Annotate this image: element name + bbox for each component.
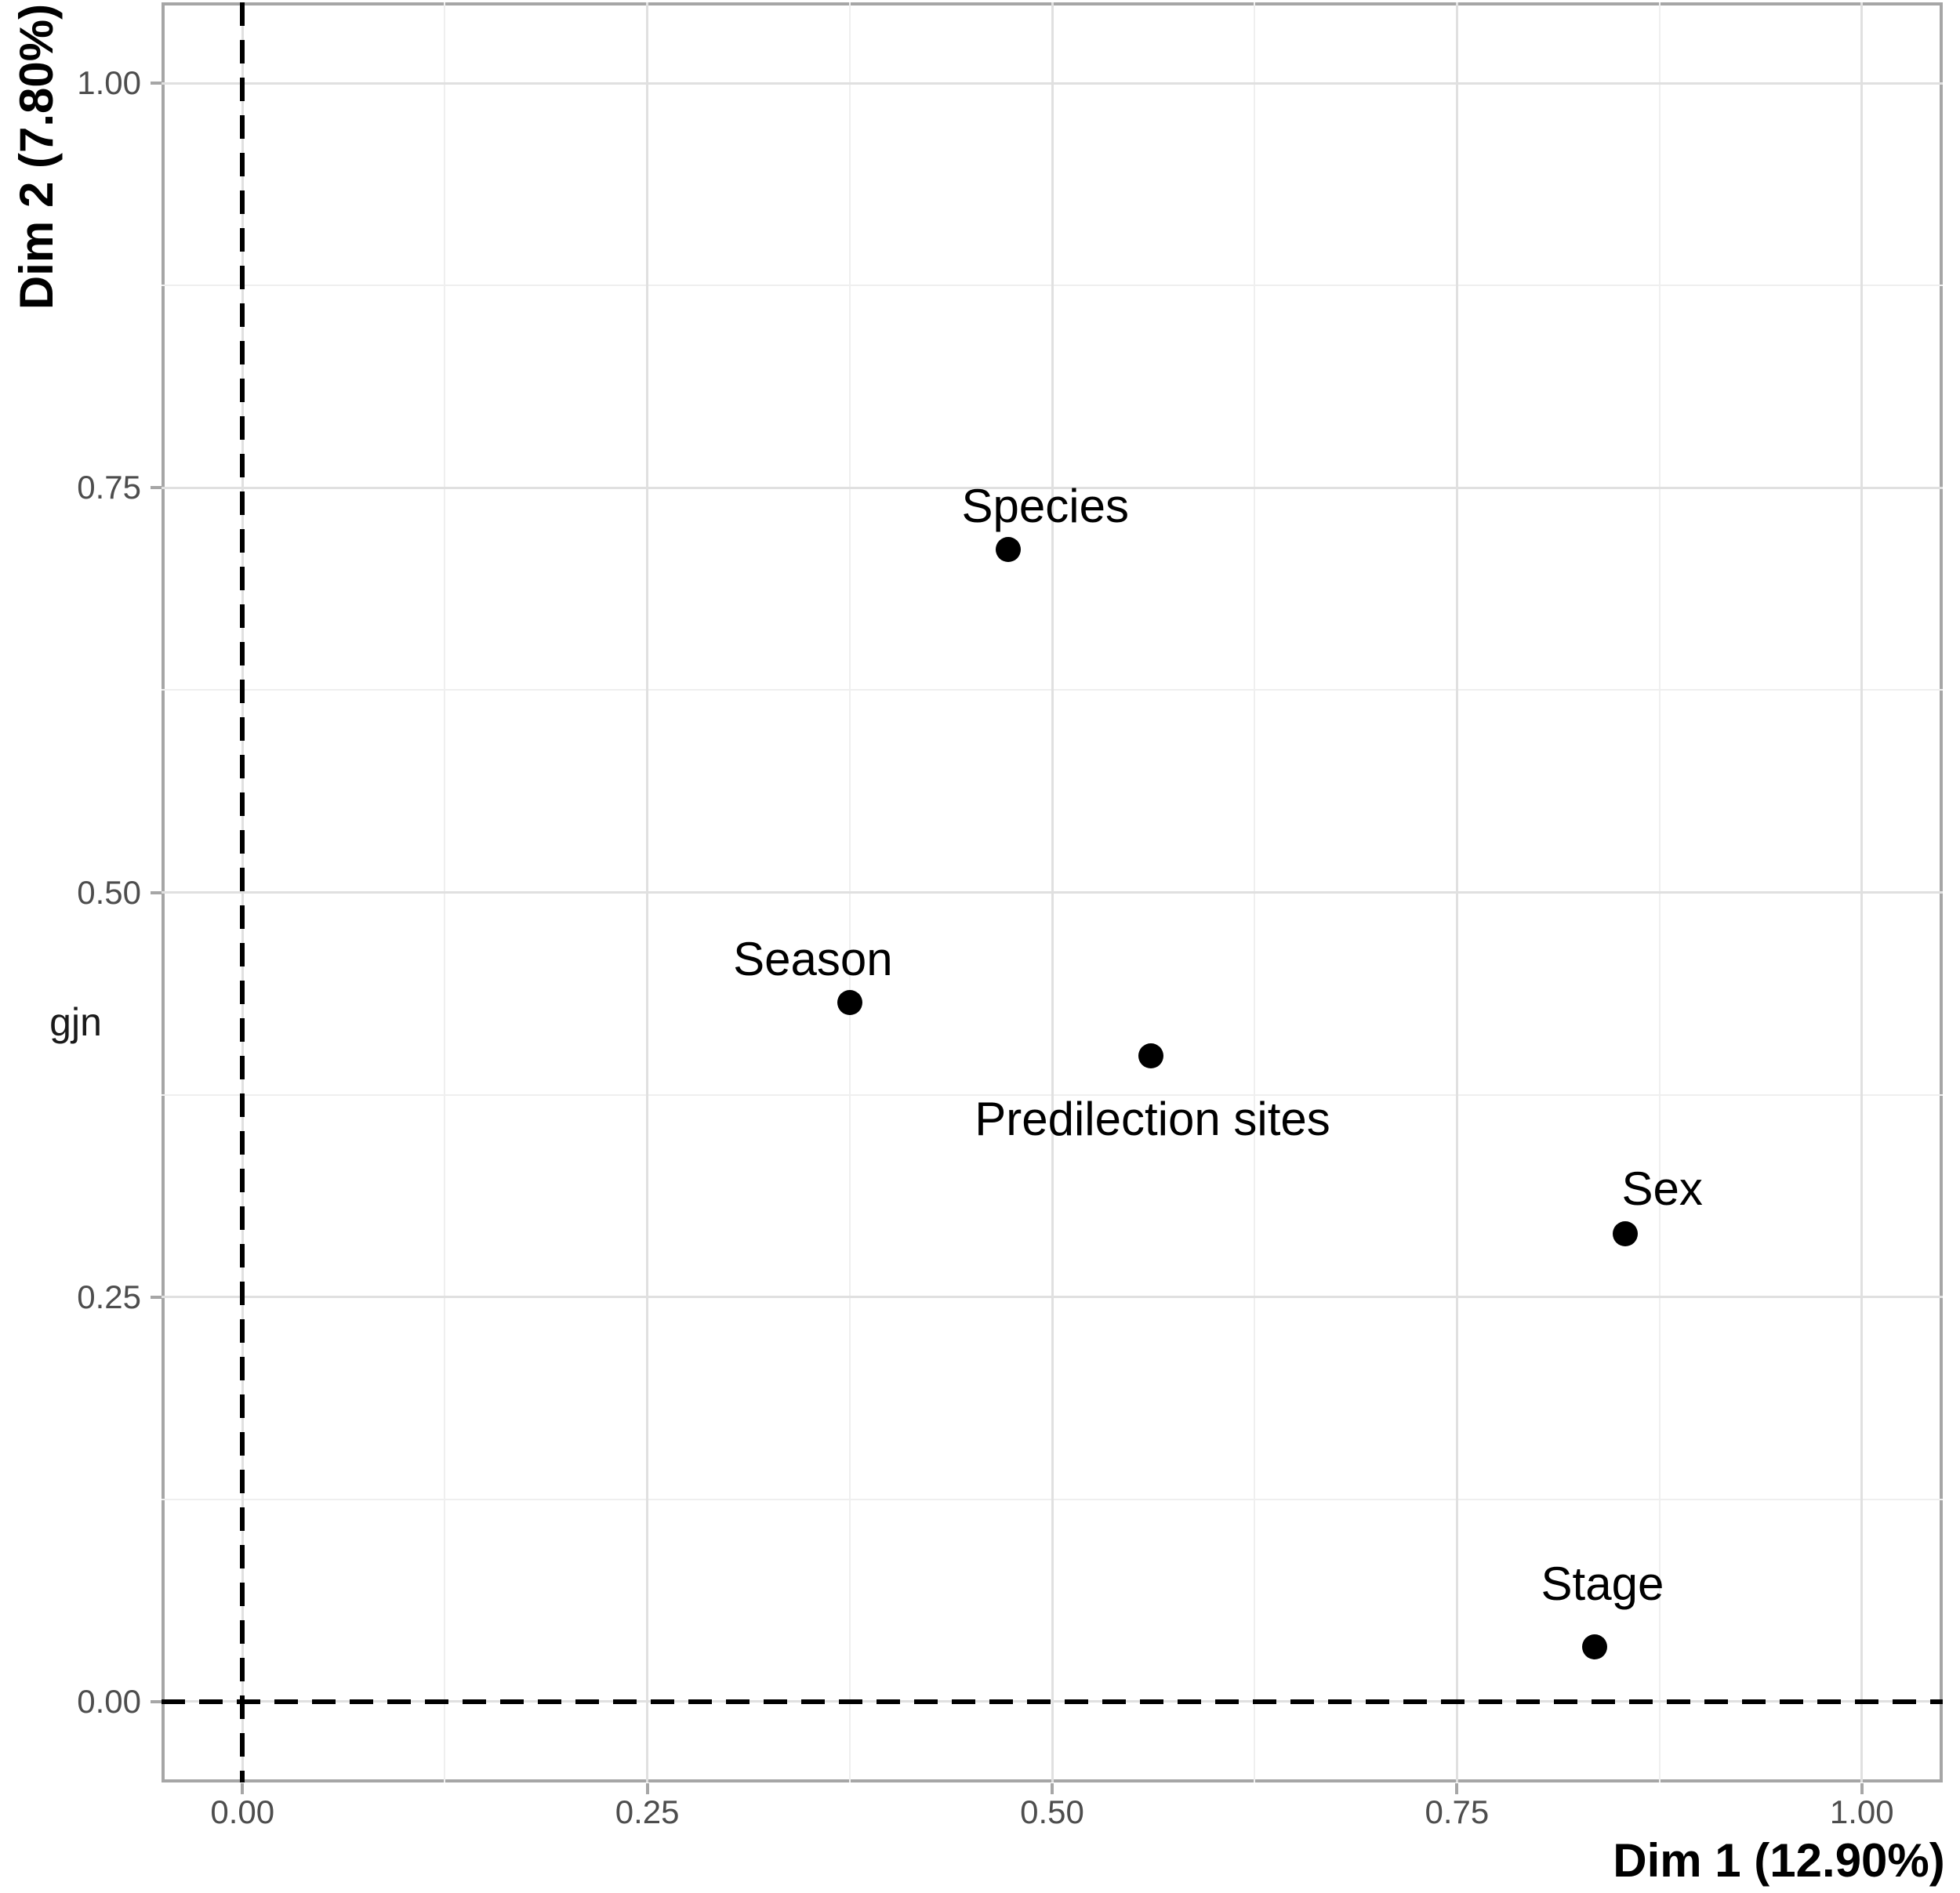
- point-label: Sex: [1621, 1162, 1703, 1216]
- x-tick-label: 0.50: [1020, 1793, 1084, 1830]
- data-point: [996, 536, 1022, 562]
- point-label: Predilection sites: [975, 1093, 1330, 1146]
- y-tick-mark: [151, 1295, 162, 1299]
- x-tick-label: 0.25: [615, 1793, 680, 1830]
- zero-line-horizontal: [162, 1699, 1943, 1704]
- data-point: [1581, 1634, 1607, 1659]
- y-tick-label: 0.00: [77, 1682, 141, 1720]
- data-point: [1613, 1221, 1639, 1247]
- x-tick-mark: [645, 1783, 649, 1794]
- stray-annotation: gjn: [49, 999, 102, 1044]
- y-tick-label: 0.50: [77, 873, 141, 911]
- x-tick-mark: [241, 1783, 245, 1794]
- y-tick-label: 0.75: [77, 469, 141, 506]
- y-tick-mark: [151, 890, 162, 894]
- y-tick-label: 0.25: [77, 1278, 141, 1315]
- x-tick-label: 1.00: [1829, 1793, 1894, 1830]
- y-axis-title: Dim 2 (7.80%): [10, 3, 63, 310]
- x-tick-label: 0.75: [1425, 1793, 1490, 1830]
- x-tick-label: 0.00: [210, 1793, 275, 1830]
- major-gridline-y: [162, 82, 1943, 85]
- y-tick-label: 1.00: [77, 64, 141, 102]
- x-tick-mark: [1455, 1783, 1459, 1794]
- y-tick-mark: [151, 82, 162, 85]
- data-point: [1138, 1043, 1163, 1069]
- point-label: Species: [961, 479, 1129, 532]
- major-gridline-y: [162, 1296, 1943, 1299]
- y-tick-mark: [151, 1699, 162, 1703]
- x-tick-mark: [1860, 1783, 1864, 1794]
- major-gridline-y: [162, 891, 1943, 894]
- data-point: [837, 989, 862, 1015]
- zero-line-vertical: [240, 2, 245, 1782]
- point-label: Season: [733, 932, 893, 985]
- point-label: Stage: [1541, 1557, 1664, 1610]
- x-axis-title: Dim 1 (12.90%): [1613, 1834, 1945, 1887]
- y-tick-mark: [151, 486, 162, 490]
- x-tick-mark: [1051, 1783, 1054, 1794]
- major-gridline-y: [162, 486, 1943, 489]
